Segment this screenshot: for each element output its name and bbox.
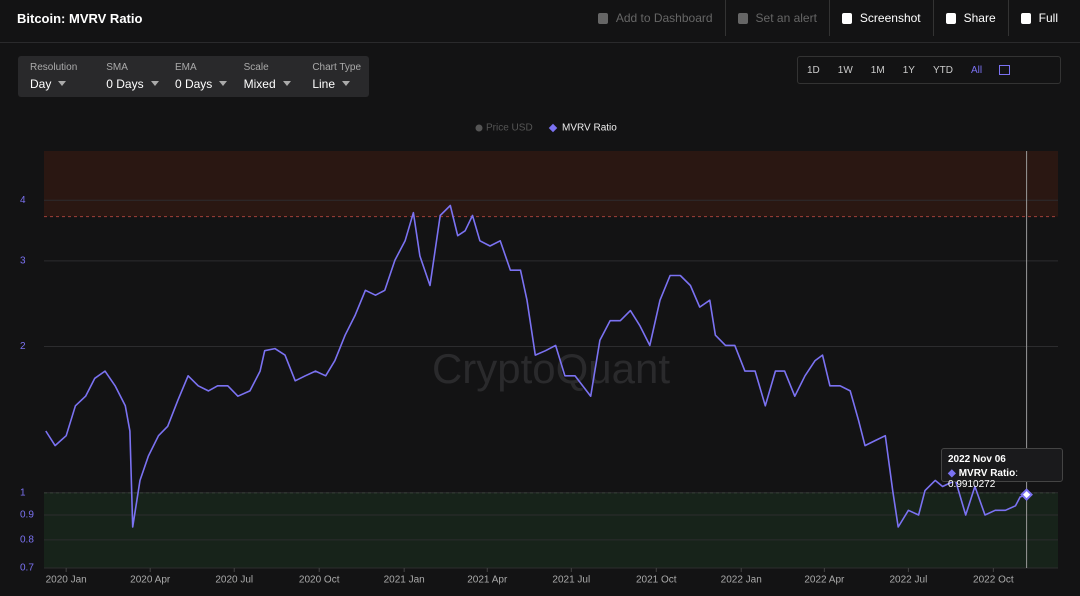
action-label: Share <box>963 11 996 25</box>
controls: Resolution Day SMA 0 Days EMA 0 Days Scale Mixe… <box>18 56 369 97</box>
action-label: Add to Dashboard <box>615 11 713 25</box>
control-value: 0 Days <box>175 77 232 91</box>
y-tick-label: 0.9 <box>20 510 34 521</box>
action-label: Set an alert <box>755 11 817 25</box>
icon <box>945 12 956 24</box>
action-label: Full <box>1038 11 1058 25</box>
x-tick-label: 2021 Apr <box>467 575 508 586</box>
zone <box>44 151 1058 217</box>
x-tick-label: 2021 Jul <box>552 575 590 586</box>
range-selector: 1D 1W 1M 1Y YTD All <box>797 56 1061 84</box>
icon <box>1020 12 1031 24</box>
x-tick-label: 2022 Oct <box>973 575 1014 586</box>
y-tick-label: 4 <box>20 195 26 206</box>
legend-label[interactable]: Price USD <box>486 123 533 134</box>
control[interactable]: Resolution Day <box>18 56 94 97</box>
control-value: Mixed <box>244 77 301 91</box>
y-tick-label: 3 <box>20 256 26 267</box>
hover-point <box>1020 488 1033 501</box>
action-button[interactable]: Set an alert <box>724 0 829 36</box>
page-title: Bitcoin: MVRV Ratio <box>17 11 143 26</box>
x-tick-label: 2022 Apr <box>804 575 845 586</box>
legend-marker[interactable] <box>475 124 483 132</box>
y-tick-label: 1 <box>20 487 26 498</box>
data-line <box>45 204 1027 528</box>
tooltip-date: 2022 Nov 06 <box>948 454 1006 465</box>
calendar-icon[interactable] <box>999 65 1011 75</box>
x-tick-label: 2021 Oct <box>636 575 677 586</box>
header: Bitcoin: MVRV Ratio Add to Dashboard Set … <box>0 0 1080 43</box>
control-label: Resolution <box>30 62 78 73</box>
x-tick-label: 2022 Jan <box>721 575 762 586</box>
x-tick-label: 2022 Jul <box>889 575 927 586</box>
range-button[interactable]: 1M <box>870 64 885 76</box>
control-label: EMA <box>174 62 197 73</box>
control[interactable]: SMA 0 Days <box>94 56 163 97</box>
control[interactable]: EMA 0 Days <box>163 56 232 97</box>
range-button[interactable]: All <box>970 64 983 76</box>
icon <box>737 12 748 24</box>
range-button[interactable]: 1Y <box>902 64 915 76</box>
x-tick-label: 2020 Jan <box>46 575 87 586</box>
x-tick-label: 2020 Oct <box>299 575 340 586</box>
tooltip: 2022 Nov 06 MVRV Ratio0.9910272 <box>941 448 1063 490</box>
legend-label[interactable]: MVRV Ratio <box>562 123 617 134</box>
range-button[interactable]: YTD <box>932 64 953 76</box>
control-label: Chart Type <box>312 62 362 73</box>
legend-marker[interactable] <box>548 123 558 133</box>
x-tick-label: 2020 Jul <box>215 575 253 586</box>
action-label: Screenshot <box>859 11 921 25</box>
actions: Add to Dashboard Set an alert Screenshot Sh… <box>586 0 1070 36</box>
action-button[interactable]: Share <box>932 0 1008 36</box>
action-button[interactable]: Add to Dashboard <box>586 0 725 36</box>
x-tick-label: 2021 Jan <box>384 575 425 586</box>
tooltip-series: MVRV Ratio <box>948 468 1015 479</box>
x-tick-label: 2020 Apr <box>130 575 171 586</box>
y-tick-label: 0.8 <box>20 534 34 545</box>
control[interactable]: Scale Mixed <box>232 56 301 97</box>
action-button[interactable]: Screenshot <box>828 0 933 36</box>
control-label: Scale <box>243 62 269 73</box>
control-value: Line <box>312 77 369 91</box>
control-label: SMA <box>106 62 128 73</box>
icon <box>597 12 608 24</box>
y-tick-label: 2 <box>20 341 26 352</box>
range-button[interactable]: 1W <box>837 64 853 76</box>
range-button[interactable]: 1D <box>807 64 820 76</box>
control-value: Day <box>30 77 94 91</box>
y-tick-label: 0.7 <box>20 563 34 574</box>
action-button[interactable]: Full <box>1007 0 1070 36</box>
control-value: 0 Days <box>106 77 163 91</box>
icon <box>841 12 852 24</box>
watermark: CryptoQuant <box>432 345 670 392</box>
control[interactable]: Chart Type Line <box>300 56 369 97</box>
zone <box>44 492 1058 568</box>
